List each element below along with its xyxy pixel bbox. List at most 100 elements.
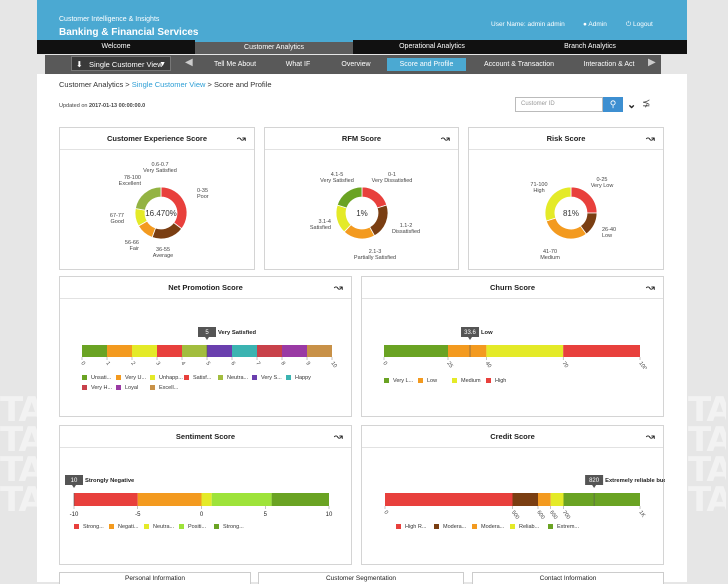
legend-item[interactable]: Excell... (150, 385, 178, 391)
donut-slice[interactable] (545, 217, 587, 240)
tab-customer-segmentation[interactable]: Customer Segmentation (258, 572, 464, 584)
gauge-band[interactable] (563, 345, 640, 357)
subnav-interaction[interactable]: Interaction & Act (583, 61, 635, 68)
chart-legend: Strong... Negati... Neutra... Positi... Stro… (74, 524, 334, 544)
legend-item[interactable]: Negati... (109, 524, 138, 530)
legend-item[interactable]: Very L... (384, 378, 413, 384)
legend-item[interactable]: Unhapp... (150, 375, 183, 381)
gauge-band[interactable] (307, 345, 332, 357)
subnav-overview[interactable]: Overview (341, 61, 371, 68)
card-title: Risk Score (546, 134, 586, 143)
marker-label: Low (481, 330, 493, 336)
main-nav-customer-analytics[interactable]: Customer Analytics (195, 40, 353, 54)
main-nav-branch-analytics[interactable]: Branch Analytics (564, 43, 616, 50)
subnav-tell-me-about[interactable]: Tell Me About (213, 61, 257, 68)
tab-personal-information[interactable]: Personal Information (59, 572, 251, 584)
legend-item[interactable]: Neutra... (218, 375, 248, 381)
legend-item[interactable]: Very H... (82, 385, 112, 391)
share-icon[interactable]: ⪱ (642, 98, 651, 109)
gauge-band[interactable] (211, 493, 272, 506)
legend-item[interactable]: Strong... (74, 524, 104, 530)
donut-slice[interactable] (361, 186, 388, 209)
gauge-band[interactable] (207, 345, 232, 357)
gauge-band[interactable] (486, 345, 564, 357)
gauge-band[interactable] (182, 345, 207, 357)
legend-item[interactable]: High R... (396, 524, 426, 530)
subnav-what-if[interactable]: What IF (285, 61, 311, 68)
trend-icon[interactable]: ↝ (333, 282, 343, 294)
legend-item[interactable]: Very S... (252, 375, 282, 381)
gauge-band[interactable] (132, 345, 157, 357)
trend-icon[interactable]: ↝ (236, 133, 246, 145)
logout-link[interactable]: ⏻ Logout (626, 21, 653, 29)
donut-label-range: 78-100 (124, 175, 141, 181)
legend-item[interactable]: High (486, 378, 506, 384)
gauge-band[interactable] (157, 345, 182, 357)
legend-label: Satisf... (193, 375, 212, 381)
gauge-band[interactable] (282, 345, 307, 357)
axis-tick-label: 500 (510, 510, 520, 521)
gauge-band[interactable] (563, 493, 641, 506)
gauge-band[interactable] (201, 493, 212, 506)
breadcrumb-link[interactable]: Single Customer View (131, 80, 206, 89)
prev-arrow-icon[interactable]: ◀ (185, 57, 193, 68)
legend-item[interactable]: Low (418, 378, 437, 384)
legend-item[interactable]: Happy (286, 375, 311, 381)
legend-item[interactable]: Neutra... (144, 524, 174, 530)
donut-slice[interactable] (134, 186, 162, 211)
subnav-score-profile[interactable]: Score and Profile (387, 58, 466, 71)
gauge-band[interactable] (257, 345, 282, 357)
legend-item[interactable]: Loyal (116, 385, 138, 391)
gauge-band[interactable] (74, 493, 138, 506)
donut-slice[interactable] (336, 186, 363, 209)
donut-slice[interactable] (369, 204, 389, 237)
trend-icon[interactable]: ↝ (645, 431, 655, 443)
subnav-account-transaction[interactable]: Account & Transaction (483, 61, 555, 68)
admin-link[interactable]: ● Admin (583, 21, 607, 28)
breadcrumb-root[interactable]: Customer Analytics (59, 80, 124, 89)
trend-icon[interactable]: ↝ (333, 431, 343, 443)
legend-item[interactable]: Positi... (179, 524, 206, 530)
gauge-band[interactable] (232, 345, 257, 357)
gauge-band[interactable] (448, 345, 487, 357)
donut-slice[interactable] (151, 222, 183, 240)
search-button[interactable]: ⚲ (603, 97, 623, 112)
axis-tick-label: 5 (204, 361, 211, 367)
marker-pointer (72, 485, 76, 488)
main-nav-welcome[interactable]: Welcome (101, 43, 131, 50)
trend-icon[interactable]: ↝ (645, 282, 655, 294)
customer-id-input[interactable]: Customer ID (515, 97, 603, 112)
trend-icon[interactable]: ↝ (645, 133, 655, 145)
gauge-band[interactable] (107, 345, 132, 357)
donut-slice[interactable] (544, 186, 572, 222)
legend-item[interactable]: Extrem... (548, 524, 579, 530)
legend-label: Very L... (393, 378, 414, 384)
legend-item[interactable]: Modera... (472, 524, 504, 530)
gauge-band[interactable] (512, 493, 539, 506)
gauge-band[interactable] (82, 345, 107, 357)
axis-tick-label: 10 (326, 512, 333, 518)
trend-icon[interactable]: ↝ (440, 133, 450, 145)
gauge-band[interactable] (384, 345, 448, 357)
legend-item[interactable]: Strong... (214, 524, 244, 530)
gauge-band[interactable] (550, 493, 564, 506)
chevron-down-icon[interactable]: ⌄ (627, 99, 637, 111)
tab-contact-information[interactable]: Contact Information (472, 572, 664, 584)
legend-label: Negati... (118, 524, 139, 530)
axis-tick-label: 70 (561, 361, 569, 369)
view-select[interactable]: ⬇ Single Customer View ▼ (71, 56, 171, 71)
axis-tick-label: 600 (535, 510, 545, 521)
gauge-band[interactable] (137, 493, 202, 506)
gauge-band[interactable] (538, 493, 551, 506)
legend-item[interactable]: Modera... (434, 524, 466, 530)
gauge-band[interactable] (385, 493, 513, 506)
legend-item[interactable]: Satisf... (184, 375, 211, 381)
main-nav-operational-analytics[interactable]: Operational Analytics (399, 43, 465, 50)
legend-item[interactable]: Medium (452, 378, 481, 384)
legend-item[interactable]: Reliab... (510, 524, 539, 530)
gauge-band[interactable] (271, 493, 329, 506)
next-arrow-icon[interactable]: ▶ (648, 57, 656, 68)
legend-item[interactable]: Very U... (116, 375, 146, 381)
legend-item[interactable]: Unsati... (82, 375, 111, 381)
